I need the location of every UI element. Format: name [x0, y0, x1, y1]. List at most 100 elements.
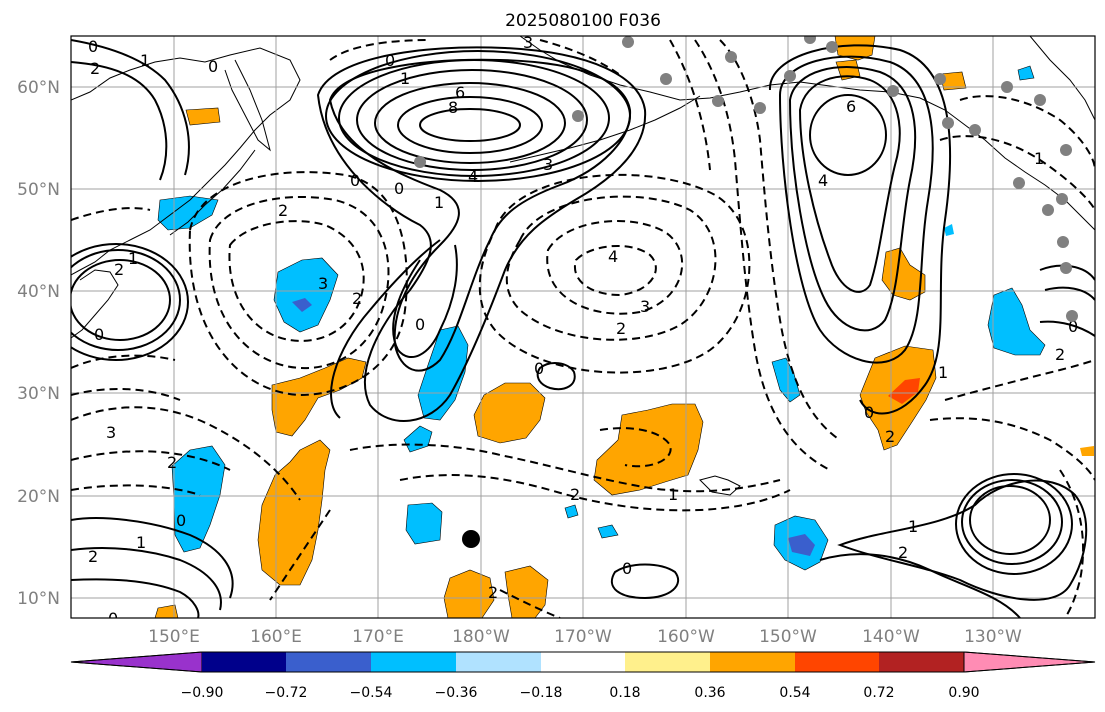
contour-line [397, 96, 543, 154]
contour-line [356, 69, 588, 171]
shade-cyan-region [564, 504, 579, 519]
contour-label: 1 [434, 193, 444, 212]
contour-label: 2 [278, 201, 288, 220]
shade-orange-region [154, 604, 179, 618]
colorbar-tick-label: −0.36 [435, 685, 478, 701]
station-markers [414, 36, 1078, 322]
colorbar-segment [879, 652, 964, 672]
lat-label: 10°N [17, 589, 60, 609]
contour-line [71, 484, 201, 496]
contour-label: 3 [318, 274, 328, 293]
longitude-axis: 150°E 160°E 170°E 180°W 170°W 160°W 150°… [148, 627, 1022, 647]
station-marker [1013, 177, 1025, 189]
map-content: 0 1 2 0 3 1 0 6 8 4 3 0 0 1 2 3 2 0 4 3 … [71, 36, 1095, 628]
station-marker [804, 36, 816, 44]
lon-label: 170°E [352, 627, 404, 647]
contour-line [188, 171, 408, 397]
contour-label: 1 [128, 249, 138, 268]
contour-line [71, 207, 151, 221]
contour-label: 2 [898, 543, 908, 562]
station-marker [414, 156, 426, 168]
station-marker [1056, 193, 1068, 205]
contour-line [71, 249, 181, 351]
colorbar-segment [795, 652, 879, 672]
station-marker [1042, 204, 1054, 216]
lat-label: 40°N [17, 282, 60, 302]
contour-line [610, 563, 680, 600]
contour-line [71, 406, 301, 501]
colorbar-tick-label: 0.18 [609, 685, 640, 701]
contour-label: 3 [640, 297, 650, 316]
coastline-kurils [169, 149, 256, 236]
lat-label: 50°N [17, 180, 60, 200]
lon-label: 160°E [250, 627, 302, 647]
contour-line [329, 39, 431, 61]
contour-label: 0 [394, 179, 404, 198]
contour-line [478, 173, 751, 374]
contour-label: 0 [534, 359, 544, 378]
contour-line [71, 39, 190, 176]
contour-line [269, 509, 331, 601]
lon-label: 170°W [554, 627, 612, 647]
station-marker [712, 95, 724, 107]
contour-label: 0 [94, 325, 104, 344]
coastline-northwest-america [1029, 36, 1095, 121]
contour-label: 2 [1055, 345, 1065, 364]
station-marker [1060, 262, 1072, 274]
contour-line [788, 66, 917, 332]
contour-line [505, 195, 717, 341]
shade-orange-region [593, 403, 704, 496]
coastline-hawaii [699, 475, 741, 496]
contour-line [959, 95, 1095, 171]
shade-cyan-region [405, 502, 443, 545]
colorbar-segment [202, 652, 286, 672]
station-marker [754, 102, 766, 114]
contour-line [536, 362, 576, 391]
contours-positive [71, 39, 1095, 618]
contour-line [1044, 286, 1095, 301]
shade-orange-region [835, 59, 861, 81]
colorbar-segment [456, 652, 541, 672]
station-marker [660, 73, 672, 85]
contour-label: 1 [938, 363, 948, 382]
station-marker [784, 70, 796, 82]
colorbar-segment [625, 652, 710, 672]
station-marker [572, 110, 584, 122]
shade-cyan-region [403, 425, 433, 453]
station-marker [887, 85, 899, 97]
contour-line [330, 239, 441, 419]
contour-line [719, 39, 841, 441]
contour-line [71, 259, 171, 341]
contour-label: 2 [570, 485, 580, 504]
contour-label: 0 [1068, 317, 1078, 336]
contour-label: 4 [608, 247, 618, 266]
contour-label: 2 [90, 59, 100, 78]
contour-label: 2 [616, 319, 626, 338]
contour-label: 1 [1034, 149, 1044, 168]
coastline-kamchatka [224, 59, 271, 152]
shade-cyan-region [417, 325, 469, 421]
shade-cyan-region [273, 257, 339, 333]
shade-orange-region [473, 382, 546, 444]
colorbar-extend-high [963, 651, 1096, 673]
station-marker [942, 117, 954, 129]
contour-line [71, 243, 189, 361]
station-marker [1060, 144, 1072, 156]
contour-line [969, 485, 1051, 555]
contour-label: 3 [106, 423, 116, 442]
shade-orange-region [939, 71, 967, 91]
contour-line [71, 354, 176, 369]
contour-line [349, 443, 781, 493]
contour-line [228, 220, 365, 342]
center-point-marker [462, 530, 480, 548]
contour-line [1059, 469, 1085, 618]
map-title: 2025080100 F036 [505, 11, 661, 31]
contour-line [419, 108, 521, 142]
contour-label: 6 [846, 97, 856, 116]
gridlines [71, 36, 1095, 618]
contour-label: 0 [415, 315, 425, 334]
contour-label: 0 [108, 609, 118, 628]
colorbar-extend-low [70, 651, 203, 673]
colorbar-tick-label: −0.54 [350, 685, 393, 701]
contour-line [837, 479, 1088, 601]
